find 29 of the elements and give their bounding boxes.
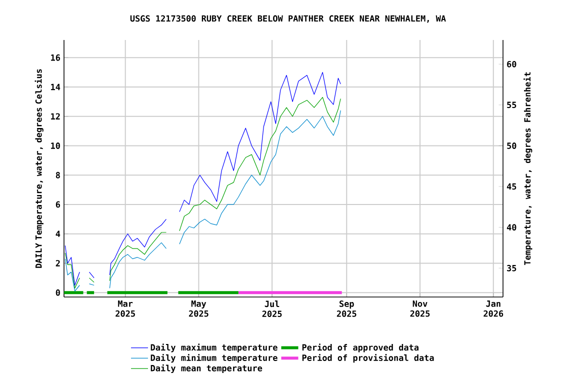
x-tick-label: Nov 2025	[410, 300, 430, 317]
x-tick-label: Sep 2025	[336, 300, 356, 317]
x-tick-label: Mar 2025	[116, 300, 135, 317]
legend-label: Daily minimum temperature	[150, 354, 278, 363]
y2-tick-label: 35	[507, 264, 516, 272]
x-tick-label: May 2025	[188, 300, 208, 317]
legend-label: Daily mean temperature	[150, 364, 262, 373]
y-tick-label: 2	[56, 260, 60, 266]
y-tick-label: 8	[56, 172, 60, 178]
y2-tick-label: 45	[506, 183, 516, 190]
y2-tick-label: 50	[507, 142, 516, 149]
chart-title: USGS 12173500 RUBY CREEK BELOW PANTHER CREEK NEAR NEWHALEM, WA	[130, 15, 446, 23]
y2-tick-label: 40	[506, 224, 516, 231]
y-tick-label: 4	[56, 230, 60, 237]
y-tick-label: 0	[56, 289, 60, 296]
y-tick-label: 12	[51, 113, 60, 120]
legend-label: Period of approved data	[302, 344, 418, 352]
y2-tick-label: 55	[507, 102, 516, 108]
y2-axis-title: Temperature, water, degrees Fahrenheit	[524, 72, 532, 265]
legend-label: Daily maximum temperature	[150, 344, 278, 352]
y-tick-label: 16	[51, 54, 60, 61]
y2-tick-label: 60	[507, 60, 516, 68]
y-tick-label: 10	[51, 142, 60, 149]
y-tick-label: 6	[56, 201, 60, 208]
y-axis-title: DAILY Temperature, water, degrees Celsius	[34, 69, 44, 268]
x-tick-label: Jul 2025	[262, 300, 282, 318]
legend-label: Period of provisional data	[302, 354, 434, 363]
y-tick-label: 14	[51, 84, 60, 90]
x-tick-label: Jan 2026	[484, 300, 504, 317]
